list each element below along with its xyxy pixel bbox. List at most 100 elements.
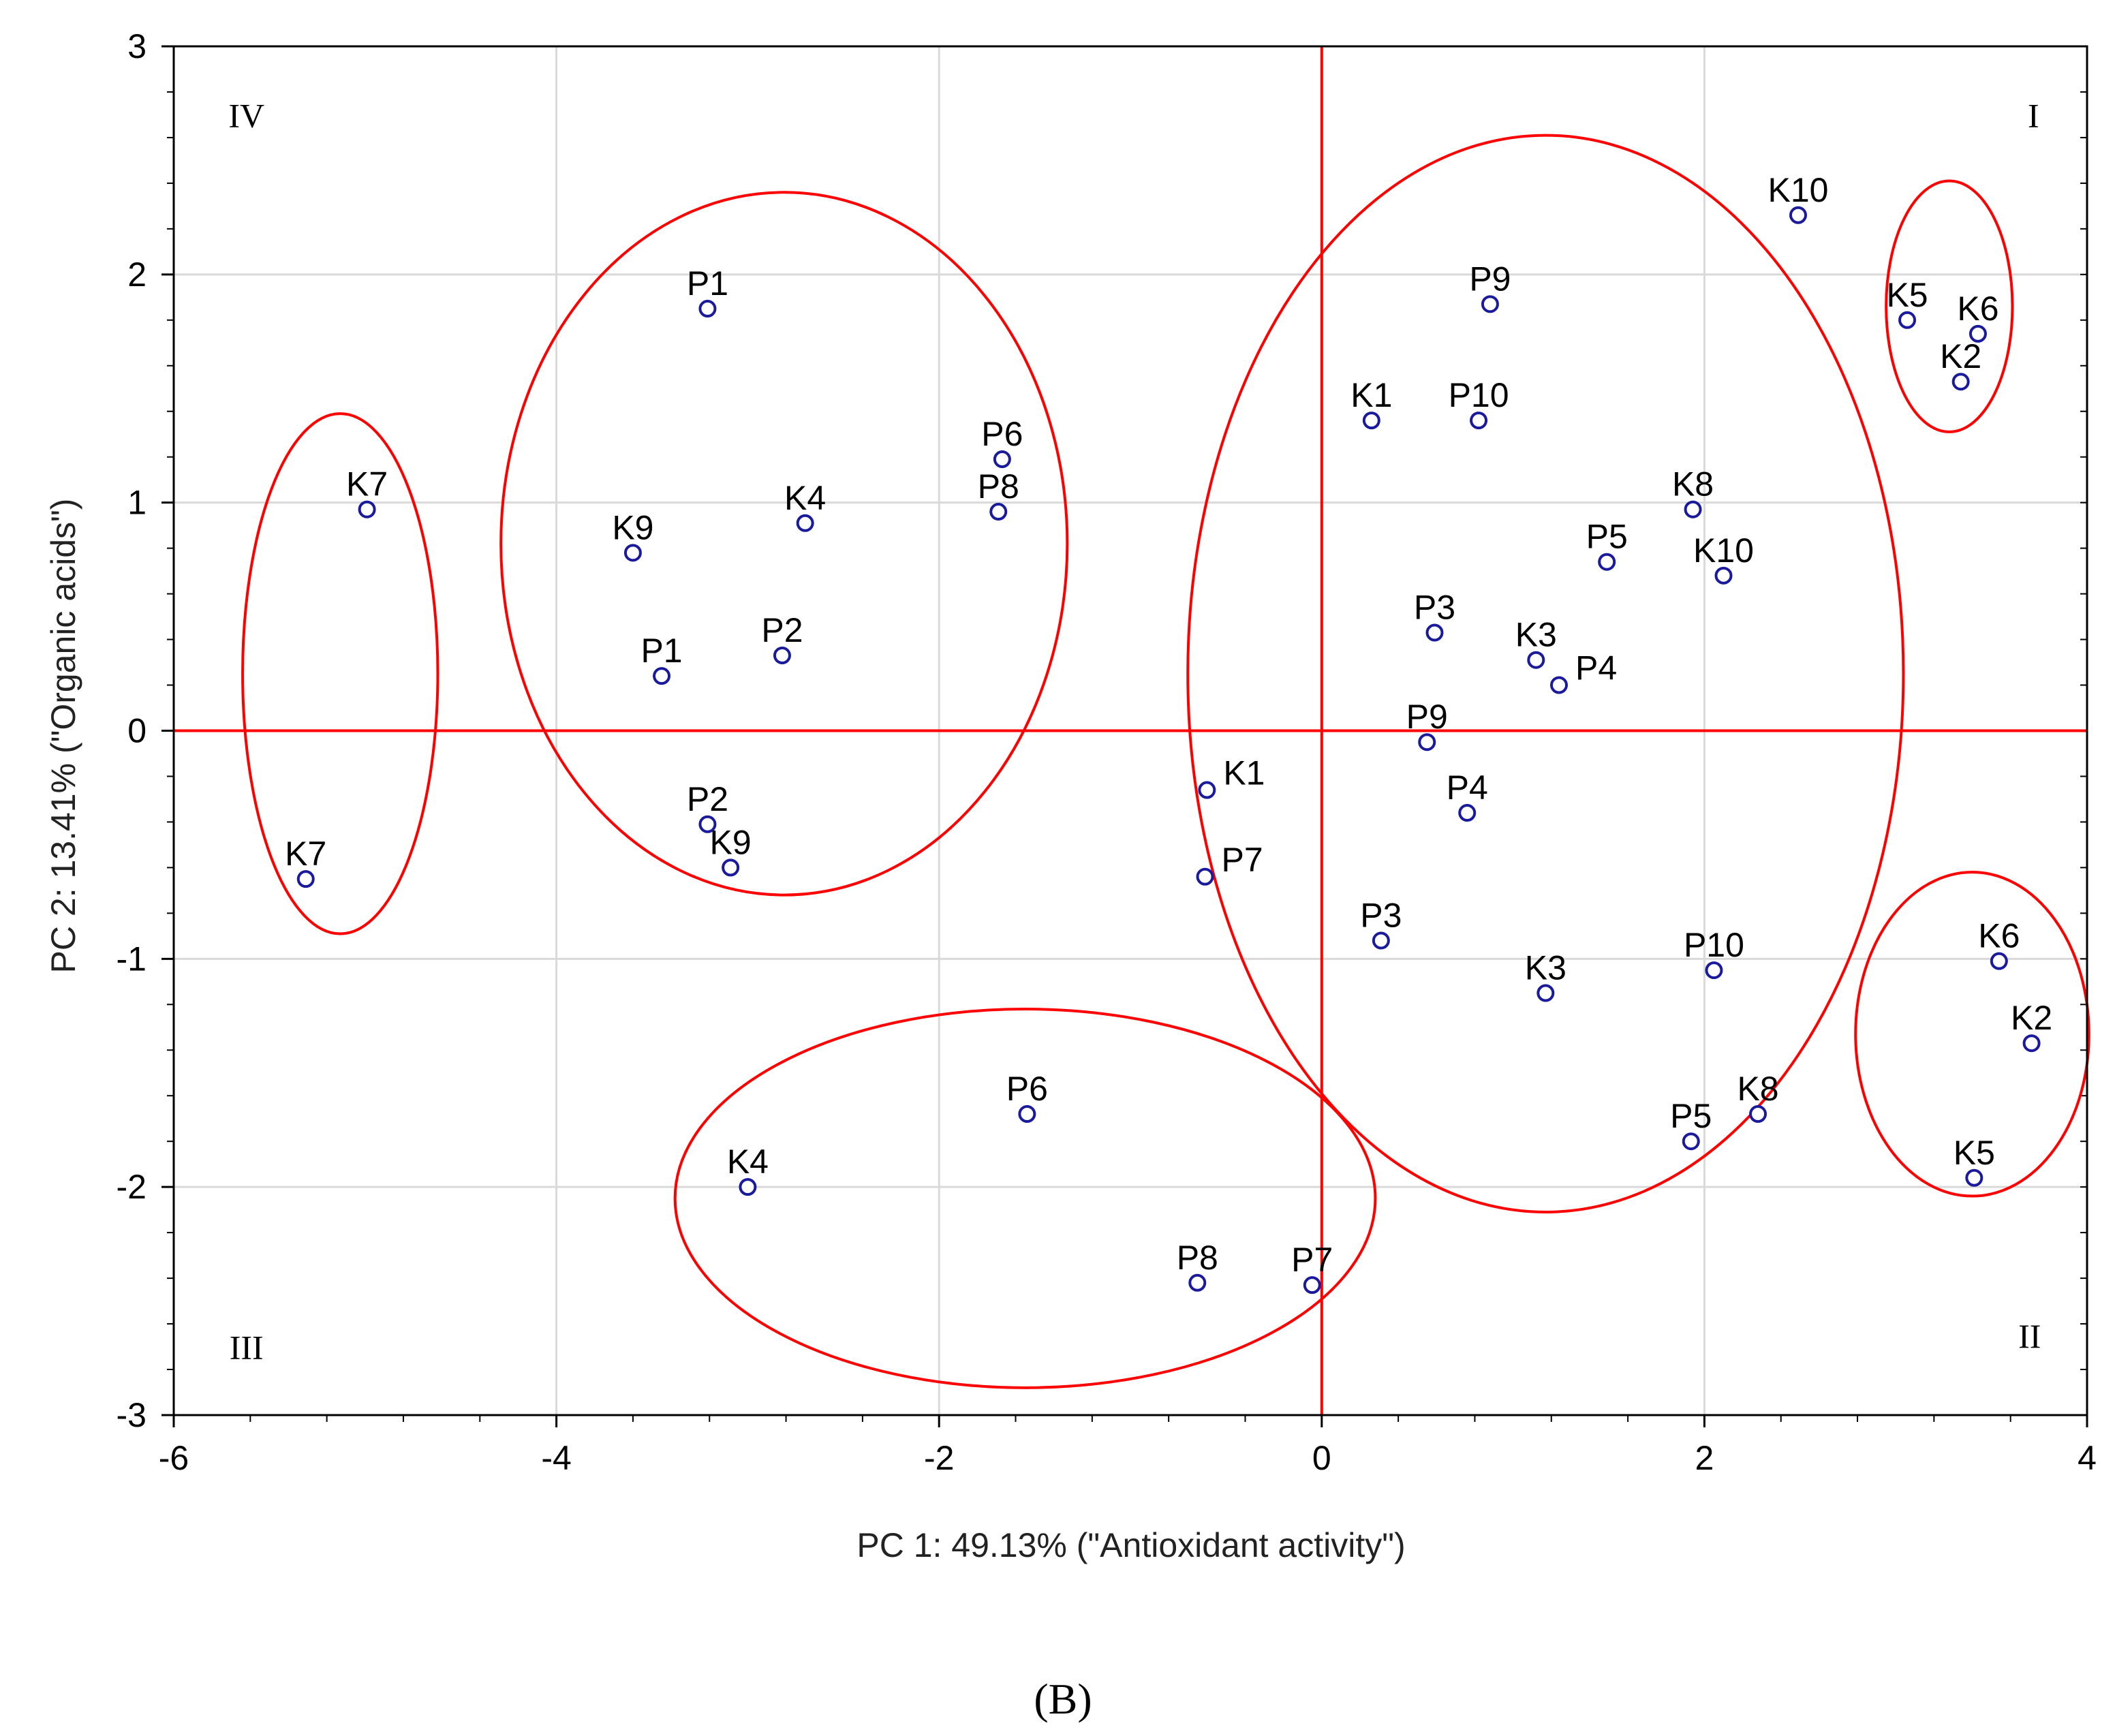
data-point-p4 [1549, 676, 1568, 694]
cluster-ellipse [241, 412, 439, 935]
data-point-k9 [623, 544, 642, 562]
data-points [296, 206, 2041, 1295]
y-axis-title: PC 2: 13.41% ("Organic acids") [44, 499, 82, 974]
point-label-p2: P2 [761, 611, 803, 649]
point-label-p10: P10 [1684, 926, 1744, 964]
point-label-p1: P1 [640, 632, 682, 670]
point-label-k3: K3 [1525, 949, 1566, 987]
data-point-k3 [1537, 984, 1555, 1002]
point-label-k10: K10 [1768, 171, 1829, 209]
data-point-k5 [1898, 311, 1917, 329]
data-point-p2 [773, 647, 791, 665]
data-point-k1 [1362, 412, 1380, 430]
point-label-k1: K1 [1350, 376, 1392, 414]
point-label-p7: P7 [1222, 841, 1263, 879]
point-label-p5: P5 [1670, 1097, 1712, 1135]
point-label-k10: K10 [1693, 531, 1754, 570]
data-point-p3 [1372, 931, 1390, 950]
point-label-p6: P6 [1006, 1070, 1048, 1108]
data-point-p4 [1458, 804, 1477, 822]
point-label-p10: P10 [1449, 376, 1509, 414]
point-labels: K10 P9 K5 K6 K2 K1 P10 K8 P5 K10 P3 K3 P4 P9 P4 P3 K3 P10… [285, 171, 2052, 1279]
point-label-p8: P8 [978, 467, 1019, 506]
data-point-p7 [1303, 1276, 1321, 1295]
data-point-p9 [1418, 733, 1436, 751]
point-label-k9: K9 [612, 508, 653, 546]
point-label-k9: K9 [710, 823, 752, 861]
data-point-k9 [722, 858, 740, 877]
cluster-ellipse [499, 191, 1069, 897]
data-point-p6 [1018, 1105, 1036, 1123]
point-label-k8: K8 [1672, 465, 1714, 503]
reference-lines [174, 46, 2087, 1415]
x-tick-label: -2 [924, 1439, 954, 1477]
point-label-p7: P7 [1291, 1241, 1333, 1279]
data-point-k2 [2022, 1034, 2041, 1053]
x-axis-title: PC 1: 49.13% ("Antioxidant activity") [856, 1526, 1405, 1564]
point-label-p9: P9 [1406, 698, 1448, 736]
data-point-p2 [698, 815, 717, 833]
data-point-k7 [358, 500, 376, 518]
data-point-p10 [1470, 412, 1488, 430]
quadrant-label-iv: IV [228, 96, 264, 134]
point-label-k1: K1 [1223, 754, 1265, 792]
data-point-p1 [698, 300, 717, 318]
point-label-k5: K5 [1886, 276, 1928, 314]
cluster-ellipse [1885, 179, 2014, 433]
data-point-k8 [1684, 500, 1702, 518]
quadrant-label-ii: II [2018, 1317, 2041, 1355]
y-tick-label: 1 [127, 484, 146, 522]
y-tick-label: 0 [127, 712, 146, 750]
point-label-k5: K5 [1954, 1134, 1995, 1172]
data-point-k1 [1198, 781, 1216, 799]
data-point-k6 [1990, 952, 2008, 970]
data-point-p6 [993, 450, 1011, 469]
x-tick-label: 0 [1312, 1439, 1331, 1477]
axis-ticks: -6 -4 -2 0 2 4 -3 -2 -1 0 1 2 3 [117, 27, 2097, 1477]
data-point-p8 [989, 503, 1008, 521]
data-point-k5 [1965, 1168, 1983, 1187]
point-label-k6: K6 [1957, 290, 1998, 328]
data-point-k6 [1969, 324, 1987, 343]
data-point-p8 [1188, 1273, 1207, 1292]
data-point-p5 [1682, 1132, 1700, 1151]
point-label-k8: K8 [1737, 1070, 1778, 1108]
point-label-k2: K2 [1940, 337, 1981, 375]
point-label-k2: K2 [2011, 999, 2052, 1037]
data-point-p1 [653, 667, 671, 685]
data-point-k10 [1714, 566, 1733, 585]
plot-frame [172, 45, 2088, 1416]
point-label-p8: P8 [1177, 1239, 1218, 1277]
point-label-p4: P4 [1447, 769, 1488, 807]
data-point-k2 [1951, 373, 1970, 391]
quadrant-label-i: I [2028, 96, 2039, 134]
point-label-p3: P3 [1360, 897, 1402, 935]
data-point-k10 [1789, 206, 1807, 224]
point-label-k7: K7 [346, 465, 388, 503]
panel-label: (B) [1034, 1675, 1092, 1723]
quadrant-label-iii: III [230, 1329, 264, 1367]
y-tick-label: 2 [127, 255, 146, 294]
cluster-ellipse [673, 1007, 1377, 1389]
point-label-p5: P5 [1586, 518, 1628, 556]
point-label-k4: K4 [784, 479, 826, 517]
point-label-p3: P3 [1414, 589, 1455, 627]
data-point-p7 [1196, 867, 1214, 886]
point-label-k3: K3 [1515, 616, 1557, 654]
cluster-ellipse [1854, 871, 2090, 1198]
data-point-k7 [296, 870, 315, 888]
data-point-p9 [1481, 295, 1499, 313]
data-point-p5 [1598, 553, 1616, 571]
x-tick-label: -6 [159, 1439, 189, 1477]
cluster-ellipses [241, 134, 2090, 1389]
y-tick-label: 3 [127, 27, 146, 65]
data-point-k4 [796, 514, 814, 532]
cluster-ellipse [1186, 134, 1905, 1213]
y-tick-label: -3 [117, 1396, 146, 1434]
point-label-p1: P1 [687, 264, 728, 303]
data-point-p3 [1425, 623, 1444, 642]
point-label-p9: P9 [1469, 260, 1511, 298]
x-tick-label: 2 [1695, 1439, 1714, 1477]
point-label-k4: K4 [727, 1143, 769, 1181]
